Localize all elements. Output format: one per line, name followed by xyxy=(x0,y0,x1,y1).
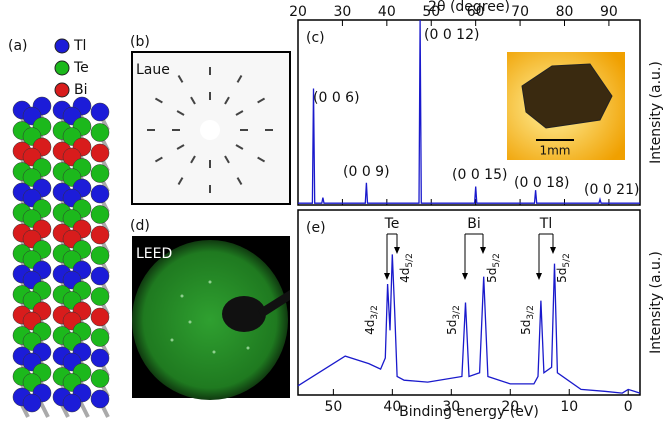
atom xyxy=(91,370,109,388)
leed-gun xyxy=(222,296,266,332)
level-label: 5d5/2 xyxy=(485,253,502,283)
atom xyxy=(63,394,81,412)
level-sub: 3/2 xyxy=(526,305,536,319)
level-main: 4d xyxy=(363,320,377,335)
arrow-head xyxy=(480,247,486,254)
x-tick-label: 10 xyxy=(560,399,578,415)
peak-annotation: (0 0 12) xyxy=(424,27,479,43)
atom xyxy=(91,124,109,142)
atom xyxy=(91,103,109,121)
level-sub: 5/2 xyxy=(405,253,415,267)
x-tick-label: 0 xyxy=(624,399,633,415)
atom xyxy=(91,247,109,265)
level-sub: 3/2 xyxy=(370,305,380,319)
x-tick-label: 90 xyxy=(600,4,618,20)
peak-annotation: (0 0 15) xyxy=(452,167,507,183)
level-sub: 3/2 xyxy=(452,305,462,319)
atom xyxy=(91,206,109,224)
arrow-head xyxy=(462,273,468,280)
data-line xyxy=(298,254,640,393)
level-sub: 5/2 xyxy=(492,253,502,267)
level-label: 5d3/2 xyxy=(519,305,536,335)
level-sub: 5/2 xyxy=(562,253,572,267)
x-tick-label: 80 xyxy=(556,4,574,20)
y-axis-title: Intensity (a.u.) xyxy=(648,251,664,354)
arrow-head xyxy=(384,273,390,280)
legend-label: Tl xyxy=(73,38,86,54)
atom xyxy=(91,267,109,285)
peak-annotation: (0 0 6) xyxy=(313,90,360,106)
peak-annotation: (0 0 9) xyxy=(343,164,390,180)
x-tick-label: 50 xyxy=(324,399,342,415)
level-main: 5d xyxy=(485,268,499,283)
x-axis-title: Binding energy (eV) xyxy=(399,404,539,420)
arrow-head xyxy=(536,273,542,280)
level-main: 5d xyxy=(555,268,569,283)
element-label: Te xyxy=(384,216,400,232)
scale-label: 1mm xyxy=(539,144,570,158)
atom xyxy=(91,390,109,408)
element-label: Bi xyxy=(467,216,481,232)
figure: LEED Laue (b) (d) (a) 1mm Tl Te Bi 20 30 40 50… xyxy=(0,0,668,423)
element-label: Tl xyxy=(539,216,552,232)
x-tick-label: 40 xyxy=(378,4,396,20)
atom xyxy=(91,288,109,306)
x-tick-label: 30 xyxy=(334,4,352,20)
level-label: 5d3/2 xyxy=(445,305,462,335)
atom xyxy=(91,185,109,203)
panel-label: (b) xyxy=(130,34,150,50)
level-main: 5d xyxy=(445,320,459,335)
panel-label: (e) xyxy=(306,220,326,236)
legend-marker xyxy=(55,61,69,75)
legend-label: Te xyxy=(73,60,89,76)
peak-annotation: (0 0 21) xyxy=(584,182,639,198)
atom xyxy=(91,329,109,347)
panel-label: (c) xyxy=(306,30,325,46)
laue-center xyxy=(200,120,220,140)
level-main: 5d xyxy=(519,320,533,335)
level-label: 5d5/2 xyxy=(555,253,572,283)
x-tick-label: 70 xyxy=(511,4,529,20)
atom xyxy=(23,394,41,412)
atom xyxy=(91,349,109,367)
laue-caption: Laue xyxy=(136,62,170,78)
y-axis-title: Intensity (a.u.) xyxy=(648,61,664,164)
legend-marker xyxy=(55,83,69,97)
level-label: 4d3/2 xyxy=(363,305,380,335)
x-tick-label: 20 xyxy=(289,4,307,20)
atom xyxy=(91,144,109,162)
level-label: 4d5/2 xyxy=(398,253,415,283)
legend-marker xyxy=(55,39,69,53)
leed-caption: LEED xyxy=(136,246,172,262)
atom xyxy=(91,226,109,244)
panel-label: (d) xyxy=(130,218,150,234)
x-axis-title: 2θ (degree) xyxy=(428,0,510,15)
peak-annotation: (0 0 18) xyxy=(514,175,569,191)
atom xyxy=(91,308,109,326)
panel-label: (a) xyxy=(8,38,28,54)
atom xyxy=(91,165,109,183)
arrow-head xyxy=(394,247,400,254)
level-main: 4d xyxy=(398,268,412,283)
legend-label: Bi xyxy=(74,82,88,98)
arrow-head xyxy=(550,247,556,254)
